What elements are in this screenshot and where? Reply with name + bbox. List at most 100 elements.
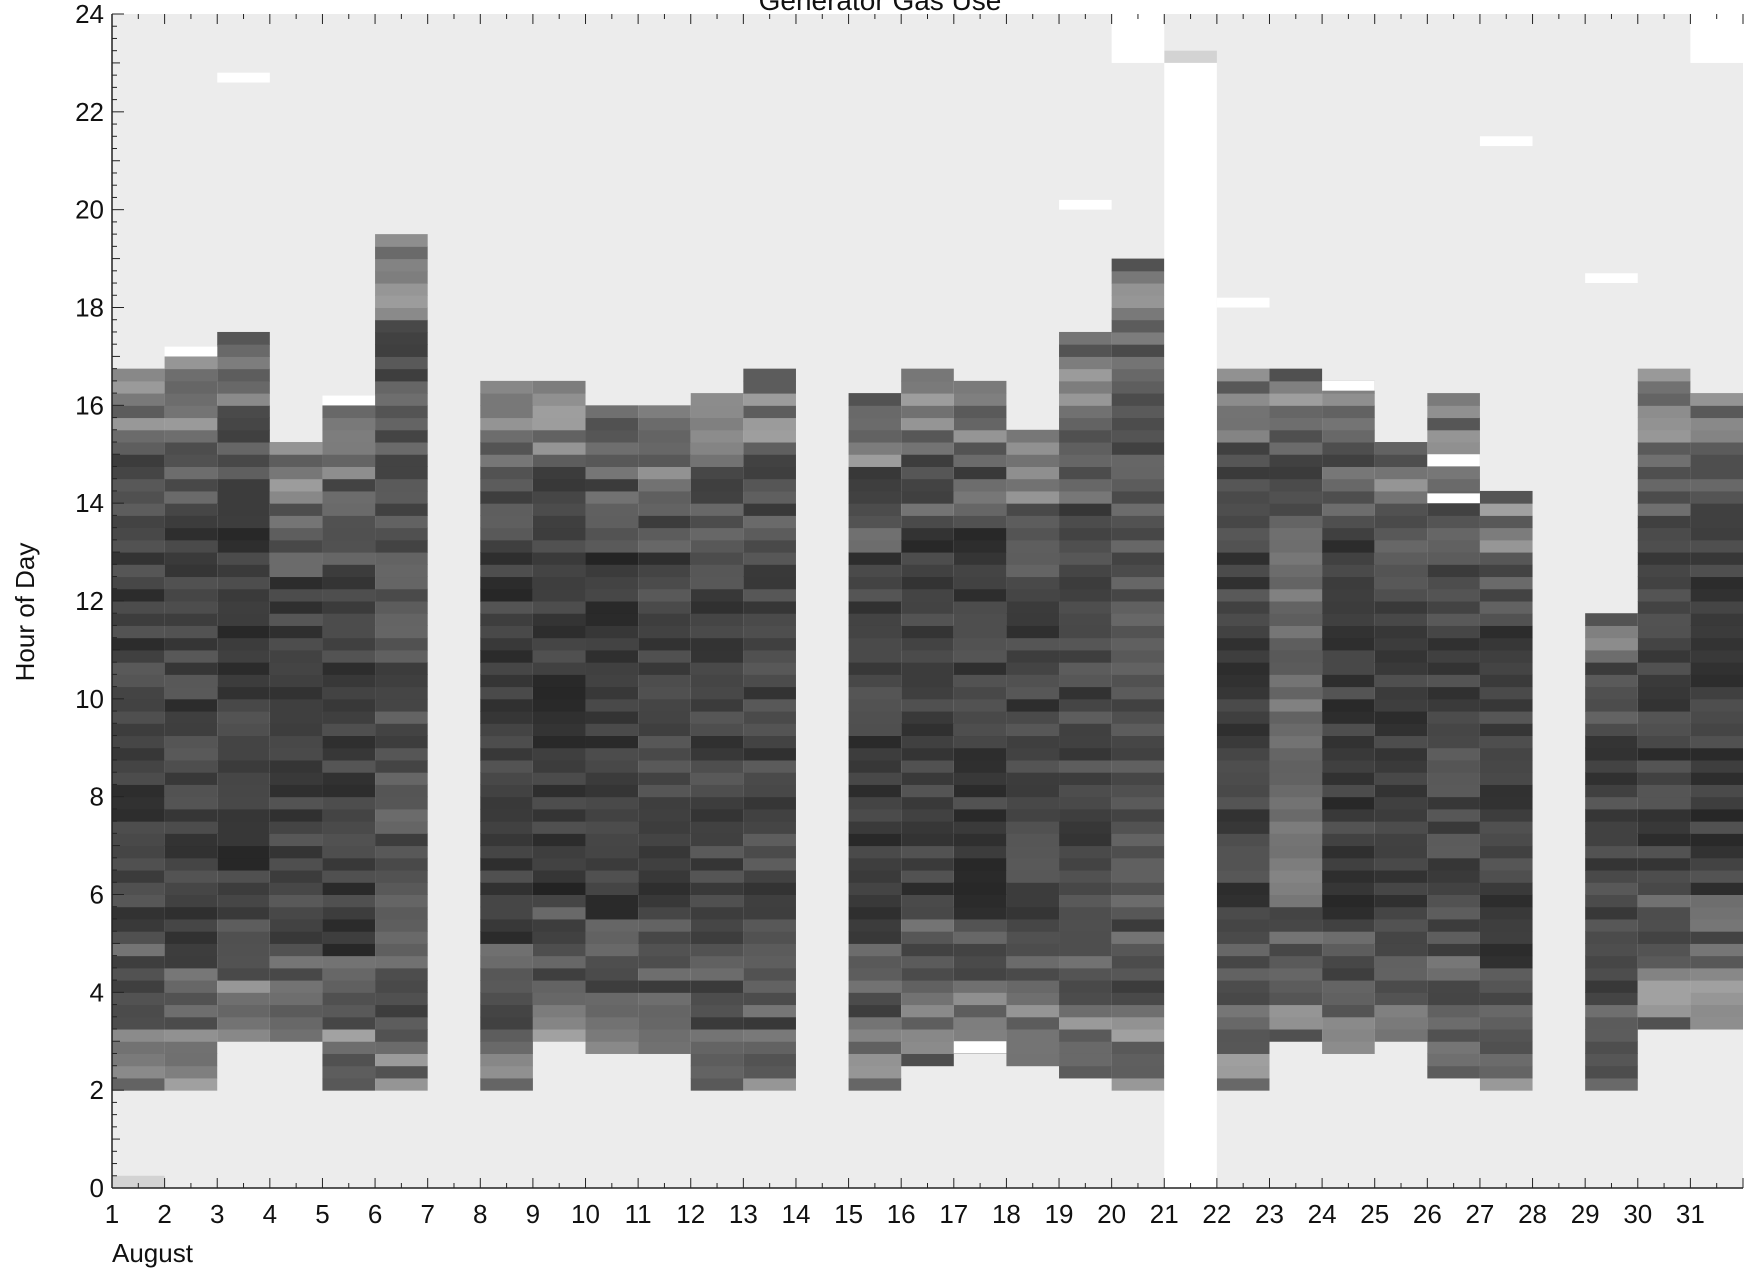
heatmap-cell	[690, 711, 744, 724]
heatmap-cell	[322, 454, 376, 467]
heatmap-cell	[532, 625, 586, 639]
heatmap-cell	[1322, 503, 1375, 516]
heatmap-cell	[953, 1016, 1007, 1030]
heatmap-cell	[1216, 503, 1270, 516]
heatmap-cell	[480, 711, 533, 724]
heatmap-cell	[1427, 784, 1480, 798]
heatmap-cell	[1322, 735, 1375, 749]
heatmap-cell	[1585, 943, 1638, 957]
heatmap-cell	[1216, 808, 1270, 822]
heatmap-cell	[322, 601, 376, 614]
heatmap-cell	[638, 429, 691, 443]
heatmap-cell	[532, 1029, 586, 1042]
heatmap-cell	[901, 613, 954, 626]
heatmap-cell	[164, 870, 218, 883]
heatmap-cell	[1059, 344, 1112, 357]
heatmap-cell	[112, 870, 165, 883]
heatmap-cell	[1690, 613, 1743, 626]
heatmap-cell	[217, 845, 270, 859]
heatmap-cell	[164, 625, 218, 639]
heatmap-cell	[375, 894, 428, 908]
heatmap-cell	[1690, 735, 1743, 749]
heatmap-cell	[585, 980, 639, 993]
heatmap-cell	[585, 711, 639, 724]
heatmap-cell	[375, 246, 428, 260]
heatmap-cell	[269, 808, 323, 822]
heatmap-cell	[1479, 967, 1533, 981]
heatmap-cell	[1322, 918, 1375, 932]
heatmap-cell	[1216, 711, 1270, 724]
heatmap-cell	[1216, 1016, 1270, 1030]
heatmap-cell	[164, 1016, 218, 1030]
heatmap-cell	[1637, 637, 1691, 651]
heatmap-cell	[1322, 796, 1375, 810]
heatmap-cell	[1059, 772, 1112, 785]
heatmap-cell	[690, 576, 744, 590]
heatmap-cell	[1374, 980, 1428, 993]
heatmap-cell	[743, 833, 796, 847]
heatmap-cell	[638, 698, 691, 712]
heatmap-cell	[269, 870, 323, 883]
heatmap-cell	[1111, 796, 1165, 810]
heatmap-cell	[638, 735, 691, 749]
heatmap-cell	[1006, 601, 1060, 614]
heatmap-cell	[375, 539, 428, 553]
heatmap-cell	[1427, 442, 1480, 455]
heatmap-cell	[1585, 1077, 1638, 1091]
heatmap-cell	[1269, 845, 1323, 859]
heatmap-cell	[375, 283, 428, 296]
heatmap-cell	[1059, 723, 1112, 737]
heatmap-cell	[585, 625, 639, 639]
heatmap-cell	[690, 601, 744, 614]
heatmap-cell	[1111, 882, 1165, 895]
heatmap-cell	[217, 539, 270, 553]
heatmap-cell	[1216, 821, 1270, 834]
heatmap-cell	[901, 1029, 954, 1042]
heatmap-cell	[480, 735, 533, 749]
heatmap-cell	[901, 759, 954, 773]
heatmap-cell	[1111, 918, 1165, 932]
heatmap-cell	[1006, 1029, 1060, 1042]
heatmap-cell	[743, 637, 796, 651]
heatmap-cell	[1111, 295, 1165, 308]
heatmap-cell	[1637, 723, 1691, 737]
heatmap-cell	[164, 698, 218, 712]
heatmap-cell	[1006, 808, 1060, 822]
heatmap-cell	[743, 711, 796, 724]
heatmap-cell	[953, 759, 1007, 773]
heatmap-cell	[1585, 845, 1638, 859]
heatmap-cell	[638, 747, 691, 761]
heatmap-cell	[690, 588, 744, 602]
heatmap-cell	[1111, 356, 1165, 370]
heatmap-cell	[1585, 613, 1638, 626]
heatmap-cell	[480, 613, 533, 626]
missing-data-block	[1111, 14, 1165, 63]
heatmap-cell	[1637, 466, 1691, 480]
heatmap-cell	[322, 894, 376, 908]
heatmap-cell	[1059, 601, 1112, 614]
x-tick-label: 11	[625, 1199, 652, 1229]
heatmap-cell	[1374, 588, 1428, 602]
heatmap-cell	[112, 698, 165, 712]
heatmap-cell	[1322, 808, 1375, 822]
heatmap-cell	[322, 429, 376, 443]
heatmap-cell	[1111, 601, 1165, 614]
heatmap-cell	[1059, 992, 1112, 1006]
heatmap-cell	[532, 601, 586, 614]
heatmap-cell	[1637, 747, 1691, 761]
heatmap-cell	[953, 588, 1007, 602]
heatmap-cell	[1374, 821, 1428, 834]
heatmap-cell	[112, 588, 165, 602]
heatmap-cell	[1690, 490, 1743, 504]
heatmap-cell	[638, 845, 691, 859]
heatmap-cell	[269, 1004, 323, 1018]
heatmap-cell	[375, 564, 428, 578]
heatmap-cell	[532, 759, 586, 773]
heatmap-cell	[1690, 539, 1743, 553]
heatmap-cell	[1006, 662, 1060, 675]
heatmap-cell	[322, 784, 376, 798]
heatmap-cell	[322, 674, 376, 688]
heatmap-cell	[480, 405, 533, 419]
heatmap-cell	[112, 552, 165, 565]
